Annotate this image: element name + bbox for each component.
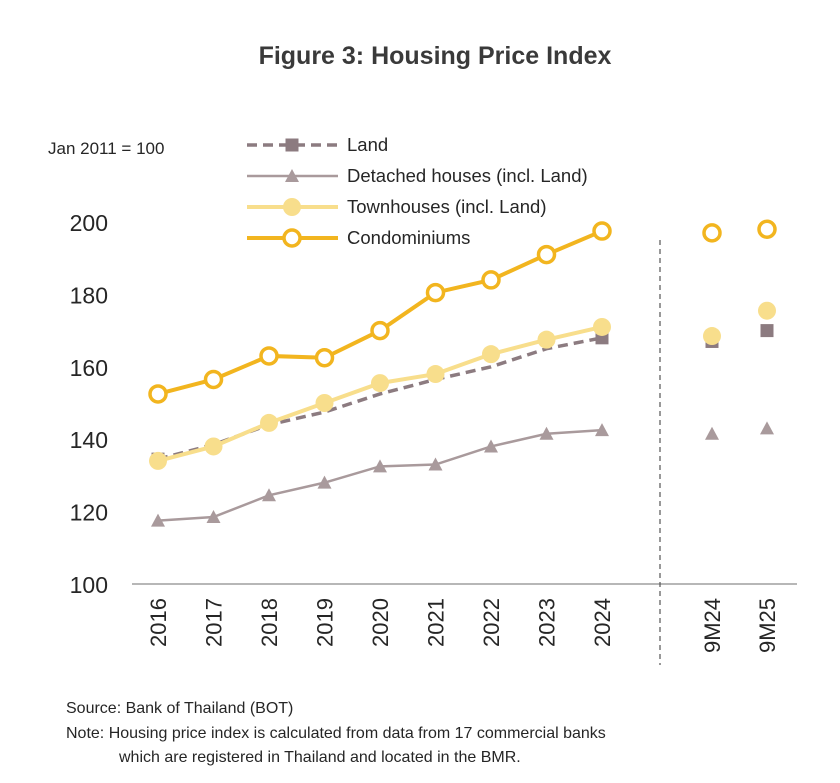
data-point-detached-houses-incl-land: [539, 426, 554, 440]
x-tick-label: 2024: [590, 598, 615, 647]
data-point-condominiums: [536, 244, 557, 265]
y-tick-label: 120: [70, 500, 108, 526]
legend-label-condominiums: Condominiums: [347, 227, 470, 248]
y-tick-label: 160: [70, 355, 108, 381]
data-point-townhouses-incl-land: [315, 394, 334, 412]
data-point-condominiums: [592, 221, 612, 241]
x-tick-label: 2016: [146, 598, 171, 647]
legend-label-land: Land: [347, 134, 388, 155]
legend-label-townhouses-incl-land: Townhouses (incl. Land): [347, 196, 547, 217]
note-line-2: which are registered in Thailand and loc…: [119, 749, 521, 766]
x-tick-label: 2020: [368, 598, 393, 647]
legend-marker-detached-houses-incl-land: [285, 169, 299, 182]
data-point-detached-houses-incl-land-9m25: [760, 421, 774, 435]
y-tick-label: 100: [70, 572, 108, 598]
data-point-detached-houses-incl-land: [428, 457, 443, 471]
legend-label-detached-houses-incl-land: Detached houses (incl. Land): [347, 165, 588, 186]
data-point-townhouses-incl-land: [593, 317, 611, 336]
data-point-condominiums: [203, 369, 224, 390]
data-point-condominiums: [481, 270, 501, 290]
data-point-detached-houses-incl-land: [206, 510, 221, 524]
y-tick-label: 140: [70, 427, 108, 453]
data-point-condominiums: [425, 282, 446, 303]
series-line-condominiums: [157, 229, 603, 396]
y-tick-label: 180: [70, 282, 108, 308]
x-tick-label: 2022: [479, 598, 504, 647]
series-line-land: [157, 336, 603, 461]
note-line-1: Note: Housing price index is calculated …: [66, 725, 606, 742]
data-point-townhouses-incl-land: [371, 374, 389, 393]
x-tick-label: 9M25: [755, 598, 780, 653]
data-point-townhouses-incl-land: [204, 437, 223, 456]
data-point-detached-houses-incl-land: [595, 423, 609, 437]
data-point-detached-houses-incl-land: [262, 488, 276, 502]
data-point-detached-houses-incl-land-9m24: [705, 426, 719, 440]
data-point-townhouses-incl-land-9m24: [703, 327, 721, 346]
data-point-townhouses-incl-land: [149, 451, 167, 470]
data-point-condominiums-9m25: [757, 219, 777, 239]
data-point-townhouses-incl-land: [260, 413, 278, 432]
data-point-condominiums: [259, 346, 279, 366]
x-tick-label: 2023: [535, 598, 560, 647]
data-point-detached-houses-incl-land: [484, 439, 498, 453]
legend-marker-townhouses-incl-land: [283, 198, 301, 216]
legend-marker-condominiums: [282, 228, 302, 248]
data-point-condominiums: [148, 384, 168, 404]
data-point-detached-houses-incl-land: [373, 459, 387, 473]
x-tick-label: 2018: [257, 598, 282, 647]
data-point-townhouses-incl-land: [482, 345, 500, 364]
data-point-condominiums-9m24: [702, 223, 722, 243]
chart-title: Figure 3: Housing Price Index: [258, 42, 612, 70]
legend-marker-land: [285, 138, 299, 152]
x-tick-label: 2019: [313, 598, 338, 647]
data-point-land-9m25: [760, 324, 774, 338]
data-point-townhouses-incl-land: [537, 330, 556, 349]
source-note: Source: Bank of Thailand (BOT): [66, 700, 294, 717]
data-point-detached-houses-incl-land: [151, 513, 165, 527]
y-axis-unit-label: Jan 2011 = 100: [48, 139, 164, 158]
data-point-townhouses-incl-land-9m25: [758, 301, 776, 320]
data-point-detached-houses-incl-land: [317, 475, 332, 489]
x-tick-label: 9M24: [700, 598, 725, 653]
data-point-townhouses-incl-land: [426, 365, 445, 384]
x-tick-label: 2017: [202, 598, 227, 647]
x-tick-label: 2021: [424, 598, 449, 647]
y-tick-label: 200: [70, 210, 108, 236]
housing-price-chart: Jan 2011 = 100 100 120 140 160 180 200 2016 2017…: [48, 134, 797, 665]
data-point-condominiums: [314, 348, 335, 368]
data-point-condominiums: [370, 320, 390, 341]
